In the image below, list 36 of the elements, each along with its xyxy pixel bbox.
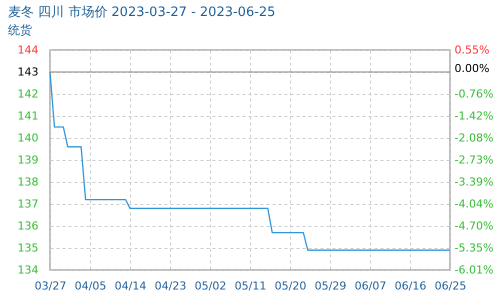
y2-tick-label: -2.08%	[454, 132, 494, 145]
y-tick-label: 138	[18, 176, 38, 188]
x-tick-label: 04/14	[114, 280, 146, 292]
y2-tick-label: -4.70%	[454, 220, 494, 233]
y2-tick-label: -2.73%	[454, 154, 494, 166]
y-tick-label: 139	[18, 154, 38, 166]
y-tick-label: 136	[18, 220, 38, 232]
y2-tick-label: -3.39%	[454, 176, 494, 189]
x-tick-label: 05/02	[194, 280, 226, 292]
x-tick-label: 05/29	[314, 280, 346, 292]
y2-tick-label: 0.55%	[454, 44, 490, 56]
y-tick-label: 143	[18, 66, 38, 78]
y-tick-label: 140	[18, 132, 38, 144]
x-tick-label: 05/11	[234, 280, 266, 292]
y-tick-label: 141	[18, 110, 38, 122]
x-tick-label: 06/25	[434, 280, 466, 292]
x-tick-label: 05/20	[274, 280, 306, 292]
y2-tick-label: -0.76%	[454, 87, 494, 100]
chart-subtitle: 统货	[8, 23, 32, 37]
y2-tick-label: -6.01%	[454, 264, 494, 276]
y-tick-label: 134	[18, 264, 38, 276]
x-tick-label: 06/16	[394, 280, 426, 292]
x-tick-label: 06/07	[354, 280, 386, 292]
y2-tick-label: 0.00%	[454, 62, 490, 75]
y-tick-label: 137	[18, 198, 38, 210]
x-tick-label: 04/05	[74, 280, 106, 292]
line-series	[49, 71, 451, 251]
y2-tick-label: -4.04%	[454, 197, 494, 210]
chart-title: 麦冬 四川 市场价 2023-03-27 - 2023-06-25	[8, 5, 276, 20]
x-tick-label: 03/27	[34, 280, 66, 292]
y2-tick-label: -1.42%	[454, 110, 494, 123]
y2-tick-label: -5.35%	[454, 241, 494, 254]
y-tick-label: 142	[18, 88, 38, 100]
y-tick-label: 135	[18, 242, 38, 254]
x-tick-label: 04/23	[154, 280, 186, 292]
y-tick-label: 144	[18, 44, 38, 56]
